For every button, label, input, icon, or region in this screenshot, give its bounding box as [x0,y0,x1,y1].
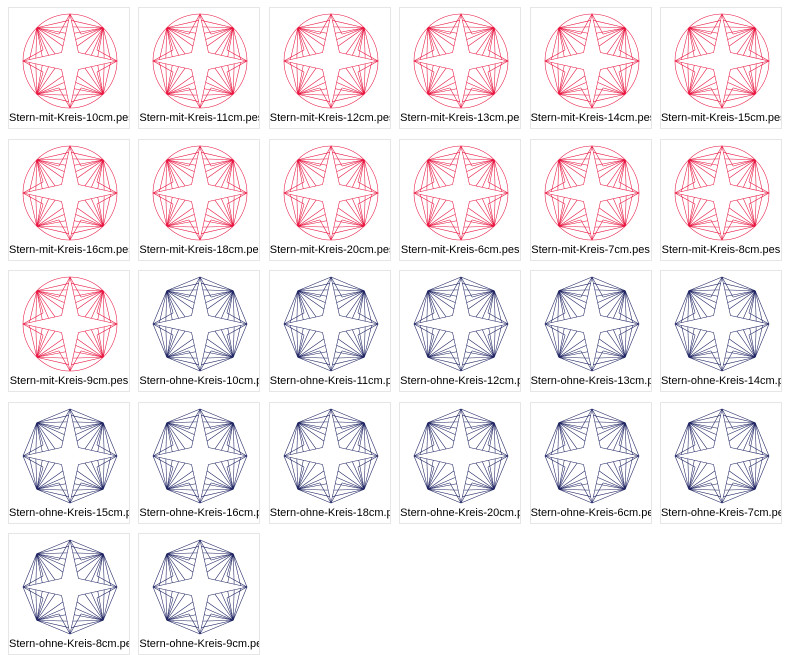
file-name-label: Stern-ohne-Kreis-20cm.pes [400,506,521,519]
file-tile-11[interactable]: Stern-mit-Kreis-7cm.pes [529,138,652,261]
file-name-label: Stern-mit-Kreis-9cm.pes [9,375,129,387]
file-name-label: Stern-mit-Kreis-15cm.pes [660,112,781,124]
file-tile-22[interactable]: Stern-ohne-Kreis-20cm.pes [399,401,522,524]
file-tile-8[interactable]: Stern-mit-Kreis-18cm.pes [138,138,261,261]
file-tile-15[interactable]: Stern-ohne-Kreis-11cm.pes [268,270,391,392]
file-name-label: Stern-ohne-Kreis-14cm.pes [660,375,781,387]
file-name-label: Stern-mit-Kreis-8cm.pes [661,243,781,256]
star-with-circle-icon [413,13,509,109]
star-without-circle-icon [283,408,379,503]
star-without-circle-icon [283,276,379,372]
star-with-circle-icon [674,145,770,240]
star-with-circle-icon [153,145,248,240]
file-name-label: Stern-mit-Kreis-12cm.pes [269,112,390,124]
star-with-circle-icon [413,145,509,240]
file-tile-5[interactable]: Stern-mit-Kreis-14cm.pes [529,7,652,129]
file-tile-4[interactable]: Stern-mit-Kreis-13cm.pes [399,7,522,129]
star-without-circle-icon [544,408,639,503]
star-without-circle-icon [674,408,770,503]
star-with-circle-icon [22,276,118,372]
file-name-label: Stern-mit-Kreis-16cm.pes [9,243,129,256]
file-thumbnail-grid: Stern-mit-Kreis-10cm.pes Stern-mit-Kreis… [8,7,782,655]
file-tile-2[interactable]: Stern-mit-Kreis-11cm.pes [138,7,261,129]
star-without-circle-icon [153,408,248,503]
file-tile-7[interactable]: Stern-mit-Kreis-16cm.pes [8,138,130,261]
star-without-circle-icon [153,539,248,635]
file-name-label: Stern-ohne-Kreis-7cm.pes [660,506,781,519]
file-name-label: Stern-ohne-Kreis-6cm.pes [530,506,651,519]
file-tile-12[interactable]: Stern-mit-Kreis-8cm.pes [659,138,782,261]
file-name-label: Stern-ohne-Kreis-13cm.pes [530,375,651,387]
star-with-circle-icon [283,13,379,109]
star-with-circle-icon [544,145,639,240]
file-tile-20[interactable]: Stern-ohne-Kreis-16cm.pes [138,401,261,524]
star-without-circle-icon [153,276,248,372]
file-tile-21[interactable]: Stern-ohne-Kreis-18cm.pes [268,401,391,524]
star-without-circle-icon [413,408,509,503]
star-with-circle-icon [153,13,248,109]
star-without-circle-icon [674,276,770,372]
file-tile-9[interactable]: Stern-mit-Kreis-20cm.pes [268,138,391,261]
star-with-circle-icon [544,13,639,109]
file-name-label: Stern-mit-Kreis-20cm.pes [269,243,390,256]
file-tile-18[interactable]: Stern-ohne-Kreis-14cm.pes [659,270,782,392]
file-tile-1[interactable]: Stern-mit-Kreis-10cm.pes [8,7,130,129]
file-name-label: Stern-ohne-Kreis-18cm.pes [269,506,390,519]
star-with-circle-icon [22,13,118,109]
star-with-circle-icon [22,145,118,240]
file-name-label: Stern-ohne-Kreis-15cm.pes [9,506,129,519]
file-tile-26[interactable]: Stern-ohne-Kreis-9cm.pes [138,533,261,655]
star-without-circle-icon [544,276,639,372]
star-with-circle-icon [283,145,379,240]
star-without-circle-icon [22,539,118,635]
file-name-label: Stern-ohne-Kreis-11cm.pes [269,375,390,387]
file-tile-3[interactable]: Stern-mit-Kreis-12cm.pes [268,7,391,129]
file-tile-10[interactable]: Stern-mit-Kreis-6cm.pes [399,138,522,261]
file-tile-24[interactable]: Stern-ohne-Kreis-7cm.pes [659,401,782,524]
file-tile-6[interactable]: Stern-mit-Kreis-15cm.pes [659,7,782,129]
star-without-circle-icon [413,276,509,372]
file-tile-23[interactable]: Stern-ohne-Kreis-6cm.pes [529,401,652,524]
file-name-label: Stern-ohne-Kreis-16cm.pes [139,506,260,519]
file-name-label: Stern-mit-Kreis-13cm.pes [400,112,521,124]
file-name-label: Stern-mit-Kreis-11cm.pes [139,112,260,124]
file-name-label: Stern-mit-Kreis-7cm.pes [531,243,650,256]
file-tile-19[interactable]: Stern-ohne-Kreis-15cm.pes [8,401,130,524]
file-name-label: Stern-ohne-Kreis-10cm.pes [139,375,260,387]
file-name-label: Stern-ohne-Kreis-12cm.pes [400,375,521,387]
file-name-label: Stern-mit-Kreis-6cm.pes [400,243,520,256]
file-tile-13[interactable]: Stern-mit-Kreis-9cm.pes [8,270,130,392]
file-name-label: Stern-mit-Kreis-10cm.pes [9,112,129,124]
file-name-label: Stern-ohne-Kreis-9cm.pes [139,638,260,650]
file-tile-17[interactable]: Stern-ohne-Kreis-13cm.pes [529,270,652,392]
star-with-circle-icon [674,13,770,109]
file-tile-14[interactable]: Stern-ohne-Kreis-10cm.pes [138,270,261,392]
file-tile-16[interactable]: Stern-ohne-Kreis-12cm.pes [399,270,522,392]
file-name-label: Stern-mit-Kreis-14cm.pes [530,112,651,124]
star-without-circle-icon [22,408,118,503]
file-name-label: Stern-mit-Kreis-18cm.pes [139,243,260,256]
file-tile-25[interactable]: Stern-ohne-Kreis-8cm.pes [8,533,130,655]
file-name-label: Stern-ohne-Kreis-8cm.pes [9,638,129,650]
